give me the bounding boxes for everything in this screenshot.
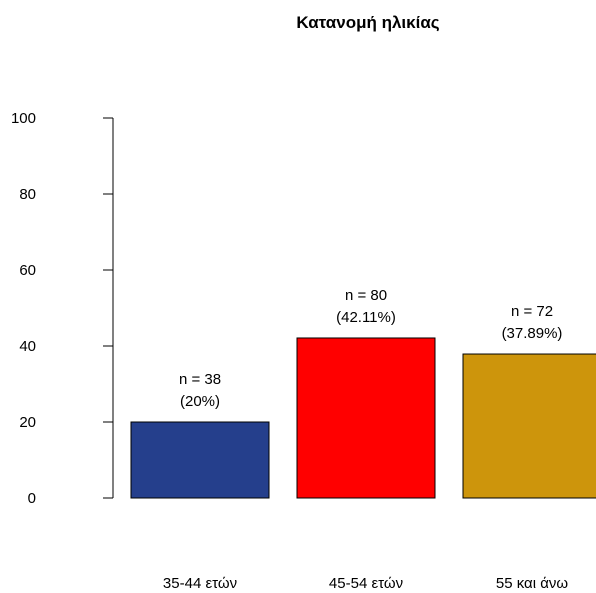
bar-3	[462, 353, 596, 499]
bar-count-label: n = 72	[511, 303, 553, 320]
y-tick-label: 100	[11, 110, 36, 127]
bars-group	[130, 337, 596, 499]
bar-count-label: n = 38	[179, 371, 221, 388]
bar-percent-label: (37.89%)	[502, 325, 563, 342]
y-tick-label: 60	[19, 262, 36, 279]
data-labels-group: n = 38 (20%) n = 80 (42.11%) n = 72 (37.89%)	[179, 287, 563, 410]
y-tick-label: 80	[19, 186, 36, 203]
y-tick-label: 40	[19, 338, 36, 355]
category-label: 35-44 ετών	[163, 575, 237, 592]
chart-title: Κατανομή ηλικίας	[296, 13, 439, 32]
bar-percent-label: (20%)	[180, 393, 220, 410]
bar-percent-label: (42.11%)	[336, 309, 396, 326]
bar-count-label: n = 80	[345, 287, 387, 304]
category-label: 55 και άνω	[496, 575, 569, 592]
category-label: 45-54 ετών	[329, 575, 403, 592]
y-tick-label: 20	[19, 414, 36, 431]
bar-2	[296, 337, 436, 499]
y-tick-label: 0	[28, 490, 36, 507]
category-labels-group: 35-44 ετών 45-54 ετών 55 και άνω	[163, 575, 568, 592]
bar-1	[130, 421, 270, 499]
y-axis: 0 20 40 60 80 100	[11, 110, 114, 507]
